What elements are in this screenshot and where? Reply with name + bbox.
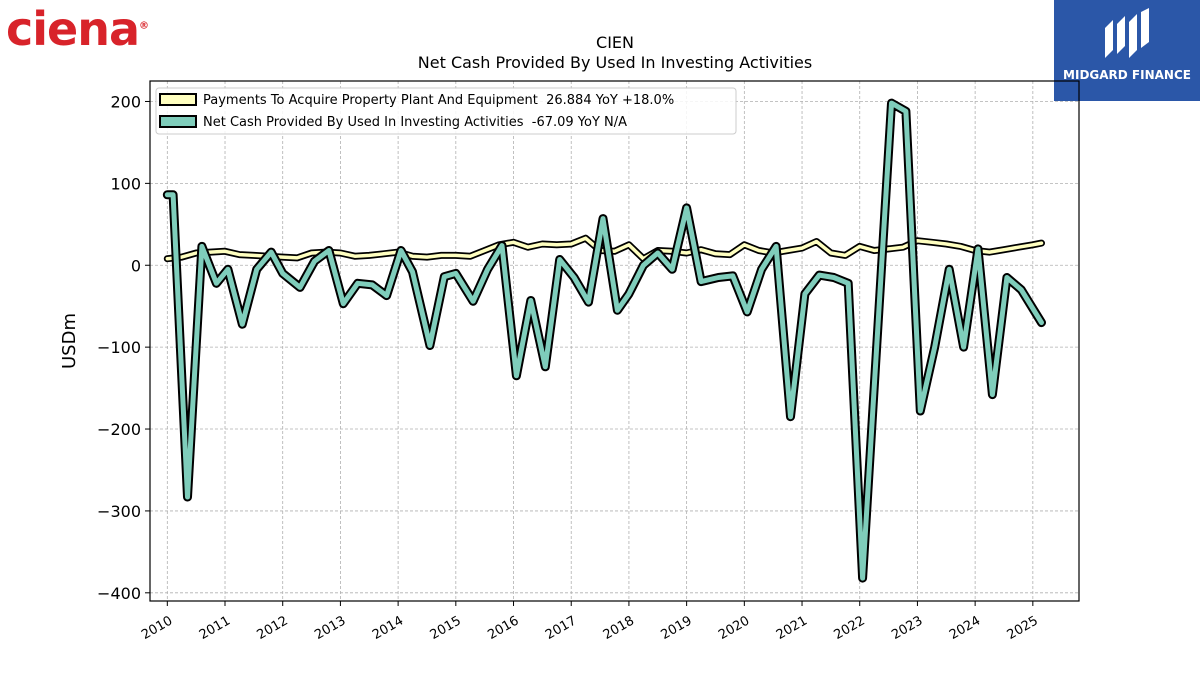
x-tick-label: 2018 (601, 613, 637, 643)
x-tick-label: 2024 (947, 613, 983, 643)
legend: Payments To Acquire Property Plant And E… (155, 87, 737, 135)
axis-ticks: 200 100 0 −100 −200 −300 −400 2010 2011 2012 2013 2… (97, 92, 1041, 643)
legend-swatch-capex (159, 93, 197, 106)
grid (150, 81, 1079, 601)
chart-title: CIEN (596, 33, 634, 52)
x-tick-label: 2010 (139, 613, 175, 643)
y-tick-label: −300 (97, 502, 141, 521)
ciena-logo: ciena® (6, 2, 149, 56)
x-tick-label: 2012 (255, 613, 291, 643)
y-tick-label: 100 (110, 174, 141, 193)
series-1-line (164, 100, 1044, 581)
y-tick-label: 200 (110, 92, 141, 111)
x-tick-label: 2011 (197, 613, 233, 643)
legend-label-capex: Payments To Acquire Property Plant And E… (203, 93, 674, 108)
legend-box (155, 87, 737, 135)
series-lines (162, 98, 1046, 583)
x-tick-label: 2016 (485, 613, 521, 643)
midgard-emblem-icon (1054, 8, 1200, 68)
chart-subtitle: Net Cash Provided By Used In Investing A… (418, 53, 812, 72)
y-tick-label: −100 (97, 338, 141, 357)
x-tick-label: 2023 (889, 613, 925, 643)
x-tick-label: 2025 (1005, 613, 1041, 643)
plot-frame (149, 80, 1080, 602)
y-tick-label: −400 (97, 584, 141, 603)
midgard-finance-logo: MIDGARD FINANCE (1054, 0, 1200, 101)
x-tick-label: 2017 (543, 613, 579, 643)
x-tick-label: 2015 (428, 613, 464, 643)
y-tick-label: −200 (97, 420, 141, 439)
legend-label-investing: Net Cash Provided By Used In Investing A… (203, 115, 627, 130)
x-tick-label: 2022 (832, 613, 868, 643)
x-tick-label: 2014 (370, 613, 406, 643)
legend-swatch-investing (159, 115, 197, 128)
x-tick-label: 2013 (312, 613, 348, 643)
y-tick-label: 0 (131, 256, 141, 275)
x-tick-label: 2019 (658, 613, 694, 643)
midgard-finance-name: MIDGARD FINANCE (1063, 68, 1191, 82)
y-axis-label: USDm (59, 313, 80, 369)
x-tick-label: 2020 (716, 613, 752, 643)
x-tick-label: 2021 (774, 613, 810, 643)
